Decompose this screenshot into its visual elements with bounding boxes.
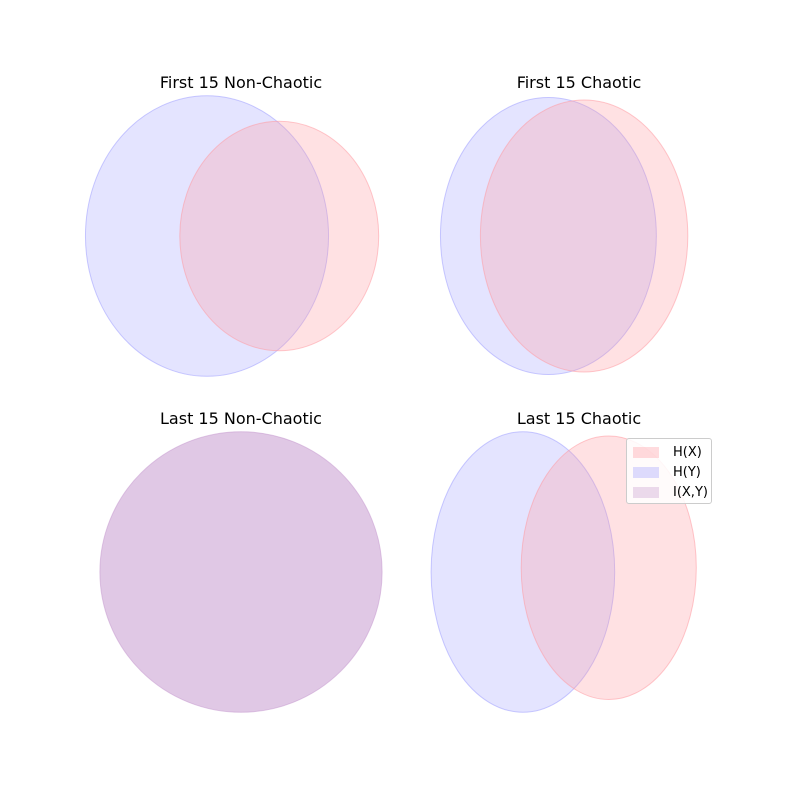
venn-circle-hx xyxy=(479,99,689,373)
venn-circles xyxy=(84,95,380,377)
legend-item-hy: H(Y) xyxy=(633,463,701,481)
legend-swatch-ixy xyxy=(633,486,659,498)
legend-item-hx: H(X) xyxy=(633,443,702,461)
venn-circle-hx xyxy=(179,120,380,352)
venn-panel-first-15-non-chaotic: First 15 Non-Chaotic xyxy=(84,73,380,377)
legend-swatch-hx xyxy=(633,446,659,458)
venn-panel-last-15-non-chaotic: Last 15 Non-Chaotic xyxy=(99,409,383,713)
panel-title: First 15 Non-Chaotic xyxy=(160,73,322,92)
legend-label-hy: H(Y) xyxy=(673,464,701,480)
legend-label-hx: H(X) xyxy=(673,444,702,460)
venn-circle-hy xyxy=(84,95,330,377)
legend-label-ixy: I(X,Y) xyxy=(673,484,708,500)
panel-title: First 15 Chaotic xyxy=(517,73,642,92)
venn-circles xyxy=(439,96,689,376)
venn-circles xyxy=(99,431,383,713)
panel-title: Last 15 Non-Chaotic xyxy=(160,409,322,428)
venn-circle-hy xyxy=(430,431,616,713)
venn-panel-first-15-chaotic: First 15 Chaotic xyxy=(439,73,689,376)
legend-swatch-hy xyxy=(633,466,659,478)
legend: H(X) H(Y) I(X,Y) xyxy=(626,438,712,504)
panel-title: Last 15 Chaotic xyxy=(517,409,641,428)
legend-item-ixy: I(X,Y) xyxy=(633,483,708,501)
venn-circle-ixy xyxy=(99,431,383,713)
